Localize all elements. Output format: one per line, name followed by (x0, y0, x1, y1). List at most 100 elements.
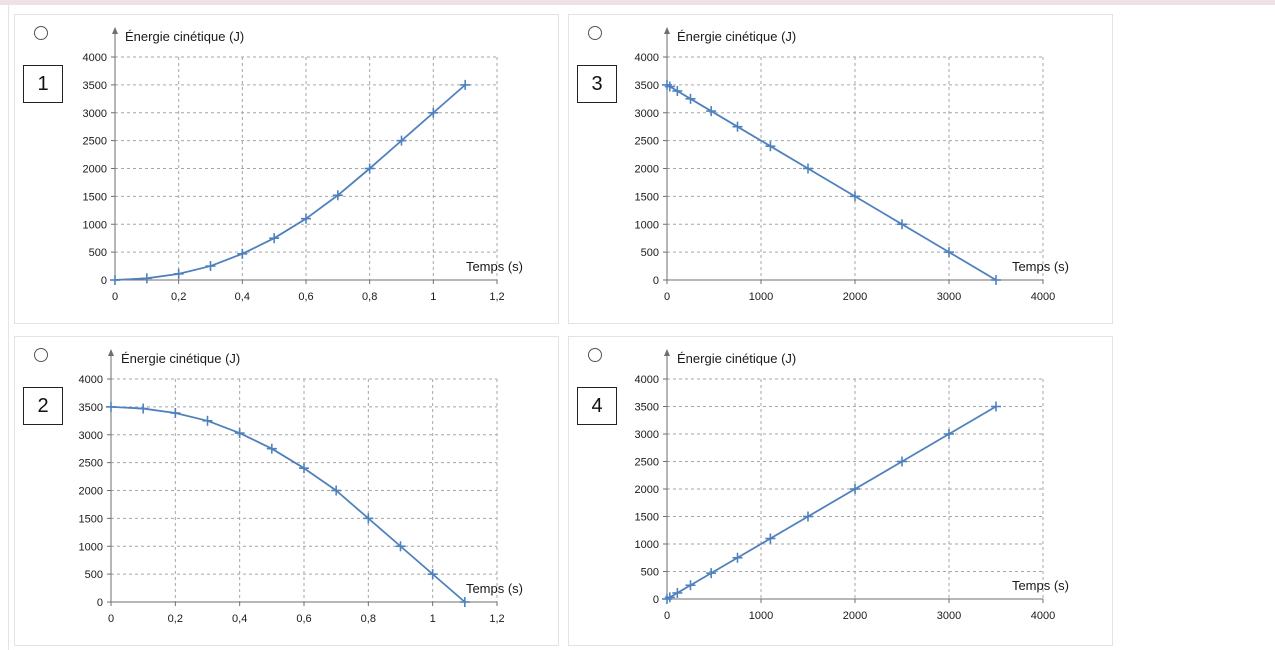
left-divider (8, 5, 9, 650)
y-axis-arrow-icon (112, 27, 118, 34)
radio-button-option-2[interactable] (34, 348, 48, 362)
x-tick-label: 3000 (937, 610, 961, 622)
y-tick-label: 0 (653, 594, 659, 606)
data-point-marker (396, 135, 407, 146)
y-tick-label: 1500 (79, 513, 103, 525)
x-tick-label: 0 (664, 291, 670, 303)
y-tick-label: 4000 (635, 374, 659, 386)
data-point-marker (706, 568, 717, 579)
answer-option-4[interactable]: 4 0 500 1000 1500 2000 2500 3000 3500 4000 0 1000 2… (568, 336, 1113, 646)
answer-option-3[interactable]: 3 0 500 1000 1500 2000 2500 3000 3500 4000 0 1000 2… (568, 14, 1113, 324)
y-tick-label: 2000 (83, 164, 107, 176)
data-point-marker (301, 213, 311, 224)
x-tick-label: 0,6 (296, 613, 311, 625)
data-point-marker (991, 275, 1001, 285)
data-point-marker (897, 219, 907, 230)
data-point-marker (331, 485, 342, 496)
series-line (666, 405, 997, 600)
data-point-marker (672, 86, 683, 97)
y-axis-title: Énergie cinétique (J) (677, 351, 796, 366)
y-tick-label: 2000 (635, 164, 659, 176)
y-axis-arrow-icon (664, 349, 670, 356)
data-point-marker (803, 511, 813, 522)
y-tick-label: 1500 (83, 191, 107, 203)
data-point-marker (765, 533, 776, 544)
radio-button-option-4[interactable] (588, 348, 602, 362)
x-tick-label: 3000 (937, 291, 961, 303)
x-tick-label: 0,2 (168, 613, 183, 625)
data-point-marker (685, 580, 696, 591)
data-point-marker (266, 443, 277, 454)
x-tick-label: 1000 (749, 610, 773, 622)
data-point-marker (427, 569, 438, 580)
data-point-marker (732, 552, 743, 563)
data-point-marker (141, 273, 152, 284)
y-axis-arrow-icon (664, 27, 670, 34)
y-tick-label: 2500 (79, 458, 103, 470)
data-point-marker (803, 163, 813, 174)
y-tick-label: 4000 (635, 52, 659, 64)
y-tick-label: 3500 (79, 402, 103, 414)
y-tick-label: 500 (89, 247, 107, 259)
x-tick-label: 4000 (1031, 291, 1055, 303)
y-tick-label: 1500 (635, 191, 659, 203)
y-tick-label: 4000 (83, 52, 107, 64)
y-axis-title: Énergie cinétique (J) (677, 29, 796, 44)
y-tick-label: 0 (97, 597, 103, 609)
x-tick-label: 1,2 (489, 291, 504, 303)
series-line (666, 84, 997, 281)
chart-option-2: 0 500 1000 1500 2000 2500 3000 3500 4000 0 0,2 0,4 0… (79, 349, 523, 625)
x-tick-label: 1 (430, 291, 436, 303)
data-point-marker (685, 93, 696, 104)
x-tick-label: 4000 (1031, 610, 1055, 622)
y-tick-label: 1000 (83, 219, 107, 231)
y-tick-label: 2500 (635, 457, 659, 469)
answer-option-1[interactable]: 1 0 500 1000 1500 2000 2500 3000 3500 4000 0 0,2 0,… (14, 14, 559, 324)
x-axis-title: Temps (s) (1012, 578, 1069, 593)
y-axis-arrow-icon (108, 349, 114, 356)
x-tick-label: 0,6 (298, 291, 313, 303)
y-tick-label: 3000 (83, 108, 107, 120)
x-axis-title: Temps (s) (466, 259, 523, 274)
x-tick-label: 0,4 (232, 613, 247, 625)
y-tick-label: 2500 (635, 136, 659, 148)
data-point-marker (170, 408, 181, 419)
y-tick-label: 3500 (635, 80, 659, 92)
data-point-marker (332, 190, 343, 201)
data-point-marker (672, 587, 683, 598)
y-tick-label: 1000 (635, 539, 659, 551)
x-tick-label: 0 (112, 291, 118, 303)
y-tick-label: 3000 (635, 108, 659, 120)
data-point-marker (706, 106, 717, 117)
data-point-marker (299, 463, 309, 474)
data-point-marker (991, 401, 1001, 412)
y-tick-label: 2000 (635, 484, 659, 496)
chart-option-3: 0 500 1000 1500 2000 2500 3000 3500 4000 0 1000 200… (635, 27, 1069, 303)
data-point-marker (110, 275, 120, 285)
data-point-marker (237, 248, 248, 259)
x-axis-title: Temps (s) (466, 581, 523, 596)
y-tick-label: 500 (85, 569, 103, 581)
y-tick-label: 1500 (635, 512, 659, 524)
data-point-marker (202, 415, 213, 426)
x-tick-label: 0,2 (171, 291, 186, 303)
y-tick-label: 2500 (83, 136, 107, 148)
y-tick-label: 3500 (635, 402, 659, 414)
data-point-marker (205, 261, 216, 272)
data-point-marker (428, 107, 439, 118)
x-tick-label: 1,2 (489, 613, 504, 625)
x-tick-label: 0,8 (361, 613, 376, 625)
y-tick-label: 1000 (635, 219, 659, 231)
radio-button-option-3[interactable] (588, 26, 602, 40)
top-divider (0, 0, 1275, 5)
data-point-marker (850, 191, 860, 202)
answer-option-2[interactable]: 2 0 500 1000 1500 2000 2500 3000 3500 4000 0 0,2 0,… (14, 336, 559, 646)
data-point-marker (850, 484, 860, 494)
chart-option-4: 0 500 1000 1500 2000 2500 3000 3500 4000 0 1000 200… (635, 349, 1069, 622)
x-tick-label: 0,4 (235, 291, 250, 303)
x-tick-label: 0 (664, 610, 670, 622)
chart-option-1: 0 500 1000 1500 2000 2500 3000 3500 4000 0 0,2 0,4 0… (83, 27, 523, 303)
data-point-marker (944, 247, 954, 258)
radio-button-option-1[interactable] (34, 26, 48, 40)
option-number-badge: 2 (23, 387, 63, 425)
